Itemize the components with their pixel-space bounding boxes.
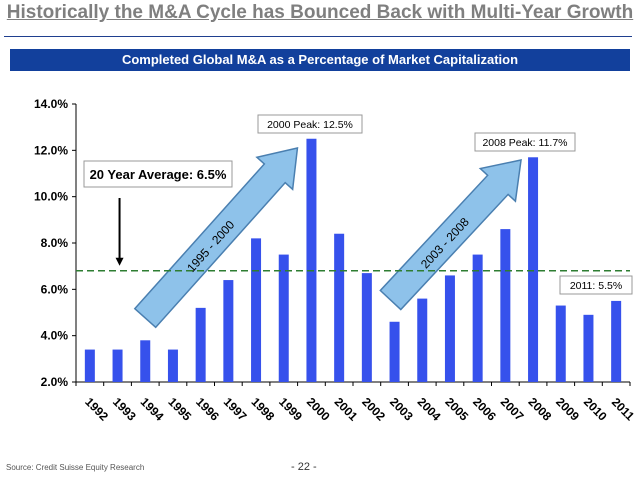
- annotation-label: 2000 Peak: 12.5%: [267, 119, 353, 131]
- x-tick-label: 1992: [82, 395, 111, 424]
- x-tick-label: 2009: [553, 395, 582, 424]
- x-tick-label: 1996: [193, 395, 222, 424]
- y-tick-label: 2.0%: [41, 375, 69, 389]
- x-tick-label: 2004: [415, 395, 444, 424]
- bar-1994: [140, 340, 151, 382]
- y-tick-label: 14.0%: [34, 97, 68, 111]
- bar-2004: [417, 298, 428, 382]
- bar-2009: [555, 305, 566, 382]
- x-tick-label: 2003: [387, 395, 416, 424]
- annotation-group: 20 Year Average: 6.5% 2000 Peak: 12.5% 200…: [83, 114, 633, 295]
- page-title: Historically the M&A Cycle has Bounced B…: [6, 2, 634, 23]
- y-tick-label: 10.0%: [34, 190, 68, 204]
- bar-2008: [528, 157, 539, 382]
- y-tick-label: 8.0%: [41, 236, 69, 250]
- x-tick-label: 2011: [609, 395, 638, 424]
- x-tick-label: 1994: [138, 395, 167, 424]
- average-callout-label: 20 Year Average: 6.5%: [90, 167, 227, 182]
- bar-1996: [195, 307, 206, 382]
- x-tick-label: 2001: [332, 395, 361, 424]
- bar-1995: [167, 349, 178, 382]
- bar-2003: [389, 321, 400, 382]
- x-tick-label: 2010: [581, 395, 610, 424]
- annotation-box: [474, 132, 576, 152]
- bar-2005: [444, 275, 455, 382]
- x-tick-label: 1993: [110, 395, 139, 424]
- bar-1999: [278, 254, 289, 382]
- bar-2010: [583, 314, 594, 382]
- arrow-shape: [133, 147, 299, 329]
- bar-1992: [84, 349, 95, 382]
- x-tick-label: 2008: [525, 395, 554, 424]
- x-tick-label: 2007: [498, 395, 527, 424]
- trend-arrow: 2003 - 2008: [379, 159, 522, 311]
- arrow-shape: [379, 159, 522, 311]
- source-note: Source: Credit Suisse Equity Research: [6, 463, 145, 472]
- x-tick-label: 1998: [248, 395, 277, 424]
- page-number: - 22 -: [291, 461, 317, 473]
- x-tick-label: 2002: [359, 395, 388, 424]
- x-tick-label: 1995: [165, 395, 194, 424]
- bar-2011: [611, 300, 622, 382]
- bar-2000: [306, 138, 317, 382]
- bar-2006: [472, 254, 483, 382]
- bar-2001: [334, 233, 345, 382]
- average-pointer-head: [115, 257, 124, 266]
- average-callout-box: [83, 160, 233, 188]
- bar-series: [84, 138, 622, 382]
- annotation-box: [559, 275, 633, 295]
- bar-1993: [112, 349, 123, 382]
- bar-1997: [223, 280, 234, 382]
- x-tick-label: 2005: [442, 395, 471, 424]
- y-tick-label: 4.0%: [41, 329, 69, 343]
- x-tick-label: 2000: [304, 395, 333, 424]
- x-tick-label: 1997: [221, 395, 250, 424]
- y-tick-label: 12.0%: [34, 143, 68, 157]
- title-underline-rule: [4, 36, 632, 37]
- annotation-label: 2008 Peak: 11.7%: [482, 137, 567, 149]
- chart-banner: Completed Global M&A as a Percentage of …: [10, 49, 630, 71]
- annotation-box: [257, 114, 363, 134]
- annotation-label: 2011: 5.5%: [570, 280, 622, 292]
- bar-2007: [500, 229, 511, 382]
- bar-2002: [361, 273, 372, 382]
- y-tick-label: 6.0%: [41, 282, 69, 296]
- x-tick-label: 1999: [276, 395, 305, 424]
- bar-1998: [251, 238, 262, 382]
- x-tick-label: 2006: [470, 395, 499, 424]
